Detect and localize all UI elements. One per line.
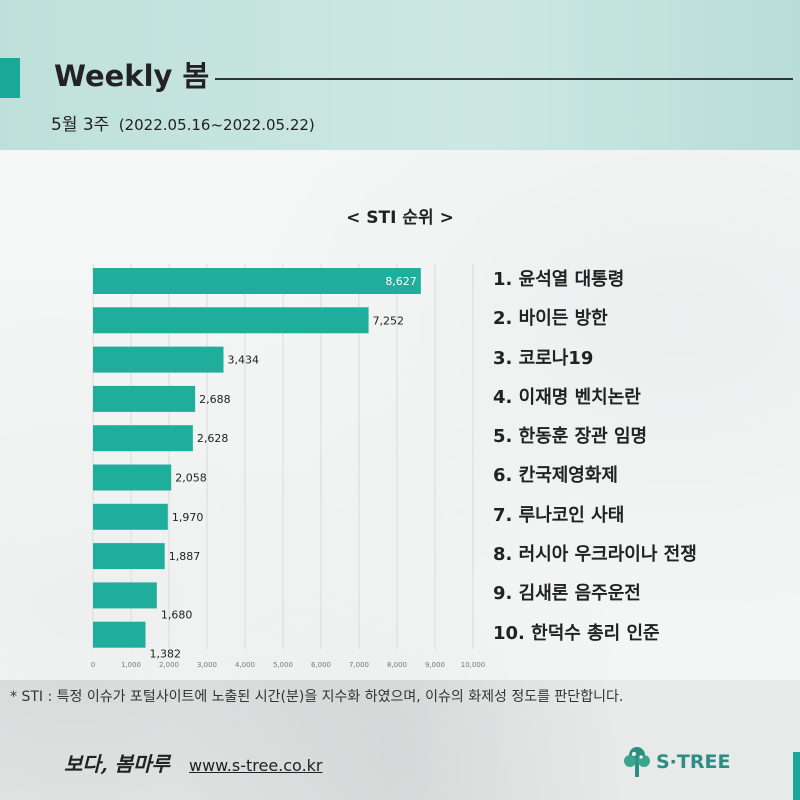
x-tick-label: 7,000 [349, 661, 369, 669]
website-link[interactable]: www.s-tree.co.kr [189, 756, 323, 775]
week-label: 5월 3주 [51, 115, 110, 135]
x-tick-label: 3,000 [197, 661, 217, 669]
bar-value-label: 3,434 [227, 354, 259, 367]
bar [93, 621, 146, 648]
ranking-item: 4. 이재명 벤치논란 [493, 386, 641, 408]
footnote: * STI : 특정 이슈가 포털사이트에 노출된 시간(분)을 지수화 하였으… [10, 689, 624, 705]
bar [93, 543, 165, 570]
x-tick-label: 2,000 [159, 661, 179, 669]
x-tick-label: 5,000 [273, 661, 293, 669]
bar [93, 268, 421, 294]
bar [93, 385, 196, 412]
bar-value-label: 1,382 [150, 648, 182, 661]
ranking-item: 5. 한동훈 장관 임명 [493, 426, 648, 448]
week-subtitle: 5월 3주 (2022.05.16~2022.05.22) [51, 114, 315, 136]
x-tick-label: 10,000 [461, 661, 486, 669]
title-divider [215, 78, 793, 80]
corner-accent-bar [793, 752, 800, 800]
stree-logo: S·TREE [622, 745, 730, 779]
ranking-item: 8. 러시아 우크라이나 전쟁 [493, 544, 697, 566]
x-tick-label: 0 [91, 661, 95, 669]
ranking-item: 1. 윤석열 대통령 [493, 269, 625, 290]
ranking-item: 2. 바이든 방한 [493, 308, 608, 330]
bar-value-label: 2,688 [199, 393, 231, 406]
ranking-item: 6. 칸국제영화제 [493, 465, 618, 487]
ranking-list: 1. 윤석열 대통령 2. 바이든 방한 3. 코로나19 4. 이재명 벤치논란 5.… [493, 262, 697, 655]
x-tick-label: 4,000 [235, 661, 255, 669]
bar [93, 425, 193, 452]
brand-signature: 보다, 봄마루 [64, 752, 170, 776]
bar [93, 307, 369, 334]
date-range: (2022.05.16~2022.05.22) [118, 116, 315, 134]
x-tick-label: 1,000 [121, 661, 141, 669]
bar [93, 346, 224, 373]
bar [93, 464, 172, 491]
ranking-item: 7. 루나코인 사태 [493, 504, 625, 526]
ranking-item: 3. 코로나19 [493, 347, 594, 369]
bar-value-label: 2,628 [197, 432, 229, 445]
bar [93, 582, 157, 609]
bar-value-label: 8,627 [385, 275, 417, 288]
ranking-item: 9. 김새론 음주운전 [493, 583, 641, 605]
x-tick-label: 6,000 [311, 661, 331, 669]
header-accent-bar [0, 58, 20, 98]
bar [93, 503, 168, 530]
chart-title: < STI 순위 > [346, 208, 454, 228]
x-tick-label: 8,000 [387, 661, 407, 669]
tree-icon [624, 747, 650, 777]
sti-bar-chart: 8,627 7,252 3,434 2,688 2,628 2,058 1,970 1,887… [91, 264, 485, 669]
chart-bars [93, 268, 421, 648]
bar-value-label: 1,680 [161, 608, 193, 621]
header: Weekly 봄 5월 3주 (2022.05.16~2022.05.22) [0, 0, 800, 150]
chart-value-labels: 8,627 7,252 3,434 2,688 2,628 2,058 1,970 1,887… [150, 275, 417, 661]
bar-value-label: 1,970 [172, 511, 204, 524]
logo-text: S·TREE [656, 751, 731, 773]
page-title: Weekly 봄 [54, 59, 210, 93]
bar-value-label: 7,252 [373, 314, 405, 327]
bar-value-label: 1,887 [169, 550, 201, 563]
x-tick-label: 9,000 [425, 661, 445, 669]
ranking-item: 10. 한덕수 총리 인준 [493, 622, 660, 644]
chart-x-ticks: 0 1,000 2,000 3,000 4,000 5,000 6,000 7,000 8,00… [91, 661, 485, 669]
bar-value-label: 2,058 [175, 472, 207, 485]
